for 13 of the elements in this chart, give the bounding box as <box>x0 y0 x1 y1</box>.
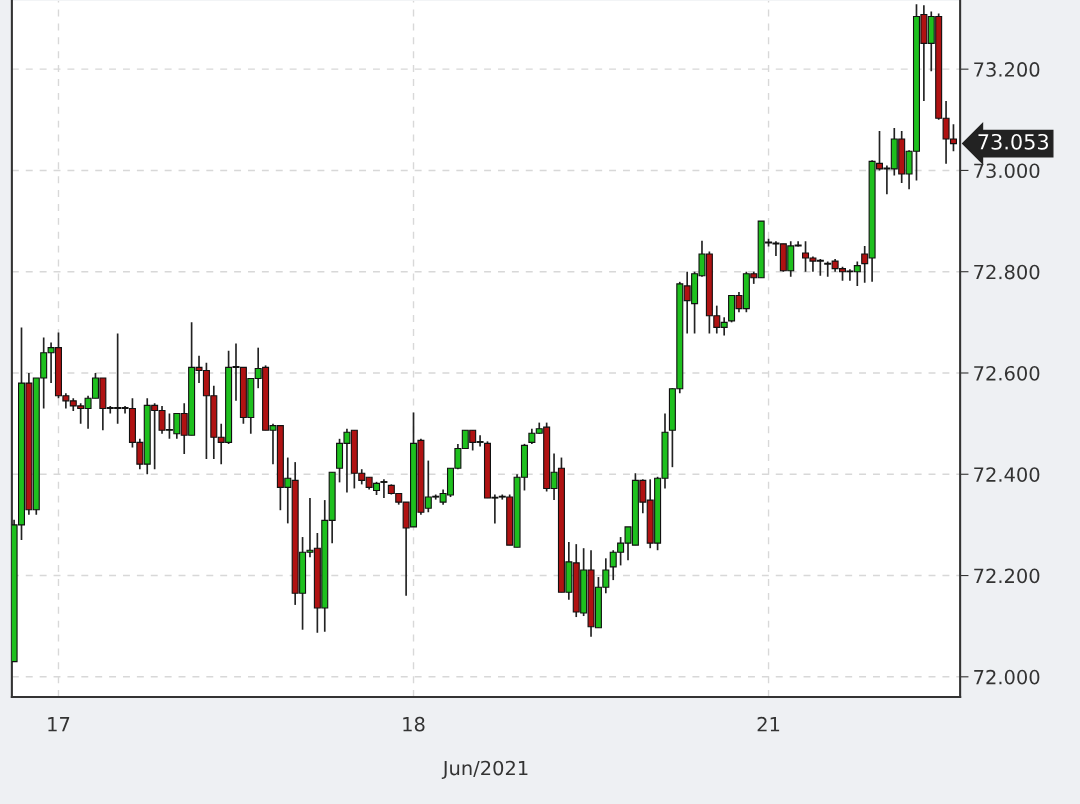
y-tick-label: 73.000 <box>974 163 1040 179</box>
y-tick-label: 72.600 <box>974 365 1040 381</box>
y-tick-label: 72.400 <box>974 467 1040 482</box>
y-tick-label: 72.200 <box>974 568 1040 584</box>
candlestick <box>380 478 388 499</box>
y-tick-label: 73.200 <box>974 62 1040 77</box>
text: 73.053 <box>978 133 1049 150</box>
x-tick-label: 21 <box>757 716 780 732</box>
x-tick-label: 18 <box>403 716 425 732</box>
x-axis-title: Jun/2021 <box>441 760 528 779</box>
x-tick-label: 17 <box>48 717 70 732</box>
y-tick-label: 72.000 <box>974 669 1040 685</box>
y-tick-label: 72.800 <box>974 264 1040 280</box>
